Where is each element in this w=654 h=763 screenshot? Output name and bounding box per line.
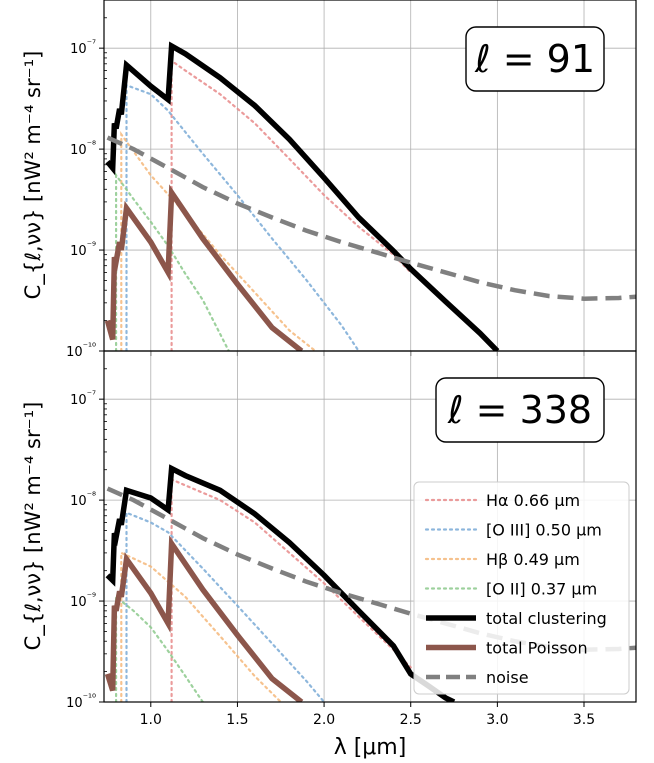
y-tick-label-3: 10⁻⁷ [70,39,96,57]
y-tick-label-2: 10⁻⁸ [70,140,96,158]
legend-label-4: total clustering [486,609,607,628]
series-line-poisson [104,535,304,702]
legend-label-0: Hα 0.66 μm [486,491,580,510]
legend-label-5: total Poisson [486,639,588,658]
y-tick-label-1: 10⁻⁹ [70,592,96,610]
series-line-o3 [125,511,326,702]
y-axis-label-0: C_{ℓ,νν} [nW² m⁻⁴ sr⁻¹] [21,51,46,300]
series-line-poisson [104,184,304,351]
legend-label-2: Hβ 0.49 μm [486,550,580,569]
top-panel: 10⁻¹⁰ 10⁻⁹ 10⁻⁸ 10⁻⁷ ℓ = 91 [66,0,637,360]
legend-label-1: [O III] 0.50 μm [486,521,602,540]
legend-label-3: [O II] 0.37 μm [486,580,597,599]
y-tick-label-0: 10⁻¹⁰ [66,693,96,711]
y-tick-label-0: 10⁻¹⁰ [66,342,96,360]
axes-frame [103,350,637,703]
legend: Hα 0.66 μm [O III] 0.50 μm Hβ 0.49 μm [O II… [413,481,630,695]
axes-labels: 1.0 1.5 2.0 2.5 3.0 3.5 λ [μm] C_{ℓ,νν} [nW² m⁻… [21,51,595,760]
x-tick-label-0: 1.0 [140,712,162,728]
x-axis-label: λ [μm] [334,735,407,760]
series-line-clustering [105,464,456,702]
y-axis-label-1: C_{ℓ,νν} [nW² m⁻⁴ sr⁻¹] [21,402,46,651]
series-group [104,41,636,351]
y-tick-label-2: 10⁻⁸ [70,491,96,509]
y-tick-label-3: 10⁻⁷ [70,390,96,408]
series-line-hb [120,551,282,702]
legend-box [413,481,630,695]
series-line-hb [120,130,317,351]
annotation-box [435,377,605,443]
series-line-ha [170,58,412,351]
annotation-text: ℓ = 91 [474,37,595,81]
legend-label-6: noise [486,668,529,687]
x-tick-label-5: 3.5 [573,712,595,728]
x-tick-label-2: 2.0 [313,712,335,728]
y-tick-label-1: 10⁻⁹ [70,241,96,259]
bottom-panel: 10⁻¹⁰ 10⁻⁹ 10⁻⁸ 10⁻⁷ ℓ = 338 [66,350,637,711]
x-tick-label-3: 2.5 [400,712,422,728]
series-line-clustering [105,41,500,351]
series-line-ha [170,477,412,702]
series-line-o2 [114,171,230,351]
x-tick-label-4: 3.0 [486,712,508,728]
annotation-box [465,26,605,92]
annotation-text: ℓ = 338 [447,388,592,432]
series-line-o3 [125,83,360,351]
x-tick-label-1: 1.5 [226,712,248,728]
series-line-noise [106,135,636,301]
